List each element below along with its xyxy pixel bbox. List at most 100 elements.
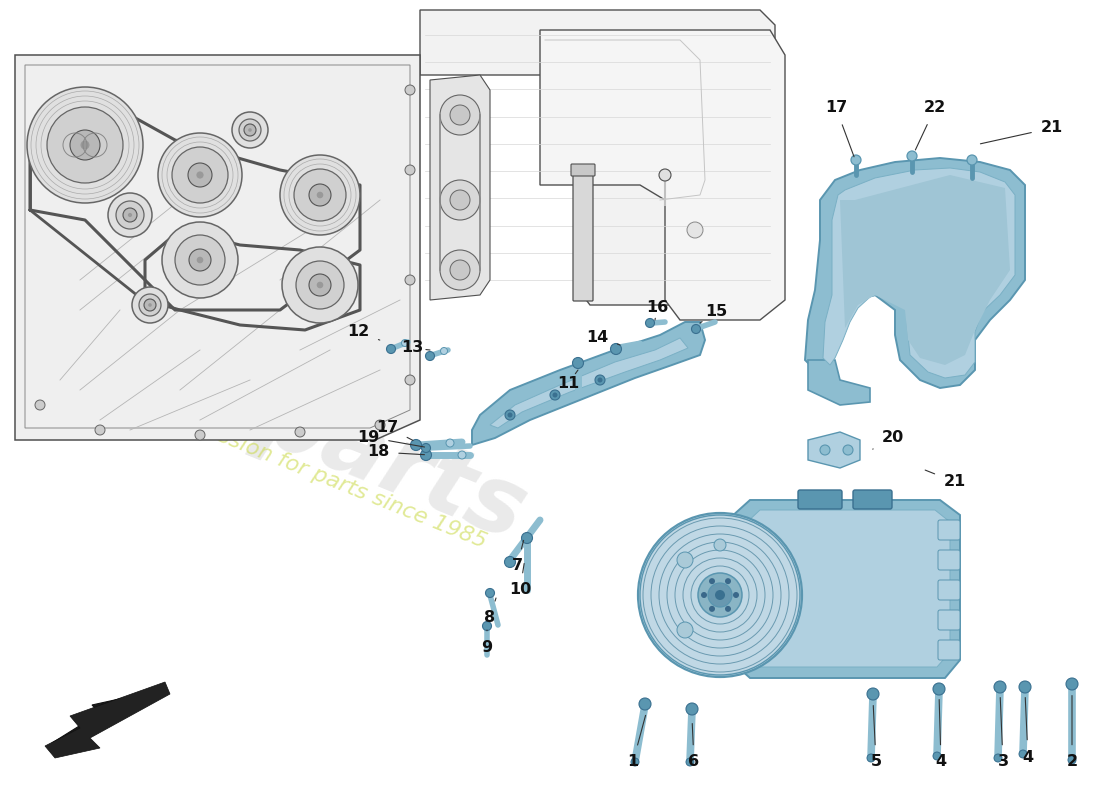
Circle shape — [552, 393, 558, 398]
Circle shape — [505, 410, 515, 420]
Circle shape — [639, 698, 651, 710]
Circle shape — [507, 413, 513, 418]
Circle shape — [132, 287, 168, 323]
Circle shape — [908, 151, 917, 161]
Circle shape — [1019, 750, 1027, 758]
Text: 8: 8 — [484, 598, 496, 626]
FancyBboxPatch shape — [798, 490, 842, 509]
Circle shape — [175, 235, 226, 285]
Text: 20: 20 — [872, 430, 904, 449]
Circle shape — [659, 169, 671, 181]
Text: 7: 7 — [512, 540, 524, 574]
Circle shape — [550, 390, 560, 400]
Circle shape — [195, 430, 205, 440]
Circle shape — [698, 573, 742, 617]
Text: 15: 15 — [700, 305, 727, 323]
Polygon shape — [823, 168, 1015, 378]
Circle shape — [197, 257, 204, 263]
Circle shape — [116, 201, 144, 229]
Circle shape — [610, 343, 621, 354]
Circle shape — [1066, 678, 1078, 690]
Circle shape — [485, 589, 495, 598]
FancyBboxPatch shape — [938, 610, 960, 630]
Circle shape — [446, 439, 454, 447]
Circle shape — [309, 274, 331, 296]
Circle shape — [317, 282, 323, 288]
Circle shape — [867, 688, 879, 700]
Circle shape — [410, 439, 421, 450]
Circle shape — [505, 557, 516, 567]
Circle shape — [128, 213, 132, 217]
Text: 21: 21 — [980, 121, 1063, 144]
Text: 11: 11 — [557, 370, 579, 391]
Circle shape — [1068, 756, 1076, 764]
Circle shape — [158, 133, 242, 217]
Polygon shape — [15, 55, 420, 440]
Circle shape — [646, 318, 654, 327]
Circle shape — [244, 124, 256, 136]
Circle shape — [440, 250, 480, 290]
Polygon shape — [420, 10, 776, 305]
Circle shape — [375, 420, 385, 430]
Circle shape — [725, 606, 732, 612]
Circle shape — [572, 358, 583, 369]
Text: 3: 3 — [998, 698, 1009, 770]
Circle shape — [994, 754, 1002, 762]
Circle shape — [148, 303, 152, 306]
Circle shape — [28, 87, 143, 203]
Text: 10: 10 — [509, 563, 531, 598]
Text: 19: 19 — [356, 430, 425, 447]
Circle shape — [197, 171, 204, 178]
FancyBboxPatch shape — [852, 490, 892, 509]
Circle shape — [162, 222, 238, 298]
Circle shape — [450, 190, 470, 210]
Circle shape — [139, 294, 161, 316]
Circle shape — [597, 378, 603, 382]
Circle shape — [402, 339, 408, 346]
Text: 17: 17 — [376, 419, 414, 441]
Circle shape — [714, 539, 726, 551]
Circle shape — [405, 275, 415, 285]
Circle shape — [710, 606, 715, 612]
Circle shape — [638, 513, 802, 677]
Circle shape — [47, 107, 123, 183]
Text: 4: 4 — [935, 699, 947, 770]
Polygon shape — [840, 175, 1010, 365]
Polygon shape — [490, 338, 688, 428]
Text: 22: 22 — [915, 101, 946, 150]
Circle shape — [710, 578, 715, 584]
Circle shape — [715, 590, 725, 600]
Circle shape — [725, 578, 732, 584]
FancyBboxPatch shape — [938, 520, 960, 540]
Circle shape — [386, 345, 396, 354]
Circle shape — [295, 427, 305, 437]
Text: 9: 9 — [482, 630, 493, 655]
Polygon shape — [808, 360, 870, 405]
Circle shape — [440, 347, 448, 354]
Circle shape — [35, 400, 45, 410]
Text: 16: 16 — [646, 301, 668, 320]
Circle shape — [851, 155, 861, 165]
Circle shape — [450, 260, 470, 280]
Circle shape — [189, 249, 211, 271]
Circle shape — [967, 155, 977, 165]
Polygon shape — [52, 690, 160, 752]
Text: 5: 5 — [870, 706, 881, 770]
Circle shape — [405, 165, 415, 175]
FancyBboxPatch shape — [938, 580, 960, 600]
Polygon shape — [540, 30, 785, 320]
Polygon shape — [472, 322, 705, 445]
Circle shape — [686, 758, 694, 766]
Circle shape — [405, 375, 415, 385]
Circle shape — [867, 754, 875, 762]
Circle shape — [933, 683, 945, 695]
Circle shape — [521, 533, 532, 543]
Circle shape — [188, 163, 212, 187]
Circle shape — [280, 155, 360, 235]
Circle shape — [676, 622, 693, 638]
Polygon shape — [730, 500, 960, 678]
Text: 1: 1 — [627, 715, 646, 770]
Circle shape — [631, 758, 639, 766]
Polygon shape — [45, 682, 170, 758]
Circle shape — [733, 592, 739, 598]
